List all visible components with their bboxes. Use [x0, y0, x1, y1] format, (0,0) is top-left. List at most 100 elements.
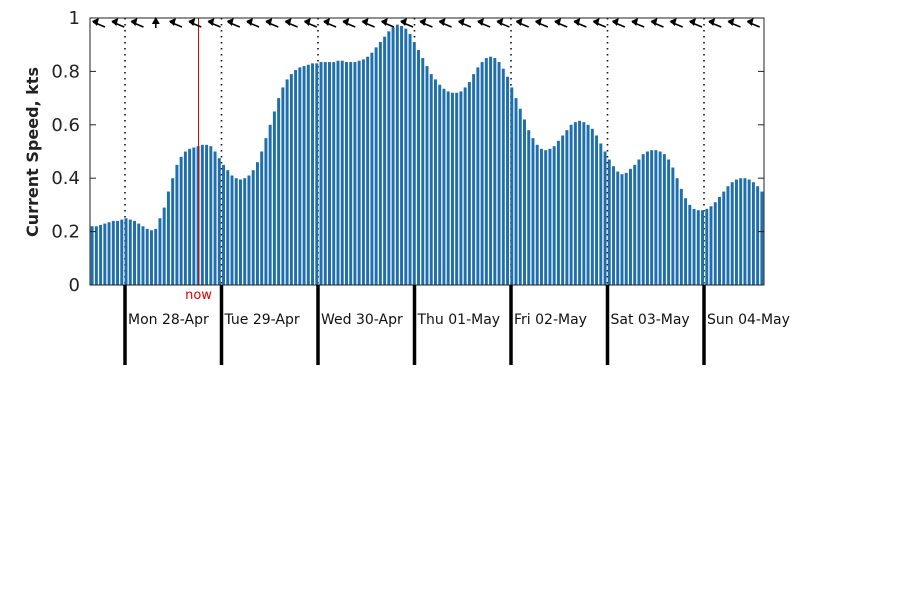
direction-arrow [554, 18, 568, 28]
speed-bar [412, 42, 416, 285]
day-label: Tue 29-Apr [224, 312, 300, 328]
now-label: now [185, 288, 212, 303]
direction-arrow [457, 18, 472, 28]
speed-bar [268, 124, 272, 285]
y-axis-title: Current Speed, kts [23, 67, 42, 237]
speed-bar [311, 63, 315, 285]
direction-arrow [496, 18, 510, 28]
speed-bar [200, 144, 204, 285]
speed-bar [192, 147, 196, 285]
speed-bar [641, 154, 645, 285]
direction-arrow [669, 18, 683, 28]
direction-arrow [361, 18, 375, 28]
speed-bar [612, 166, 615, 285]
speed-bar [569, 124, 573, 285]
direction-arrow [419, 18, 433, 28]
speed-bar [552, 146, 556, 285]
speed-bar [607, 159, 611, 285]
speed-bar [633, 164, 637, 285]
speed-bar [328, 62, 331, 286]
speed-bar [645, 151, 649, 285]
direction-arrows [92, 17, 760, 28]
speed-bar [539, 148, 543, 285]
speed-bar [705, 208, 709, 285]
speed-bar [650, 150, 654, 285]
direction-arrow [303, 18, 318, 28]
direction-arrow [151, 17, 160, 28]
direction-arrow [534, 18, 549, 28]
speed-bar [582, 122, 586, 285]
speed-bar [230, 175, 234, 285]
speed-bar [357, 60, 361, 285]
speed-bar [361, 59, 365, 285]
speed-bar [133, 220, 136, 285]
speed-bar [510, 87, 514, 285]
speed-bar [743, 178, 747, 285]
direction-arrow [92, 18, 106, 28]
speed-bar [366, 56, 370, 285]
speed-bar [595, 135, 599, 285]
speed-bar [217, 158, 221, 285]
y-tick-label: 0.8 [51, 61, 80, 82]
speed-bar [285, 79, 289, 285]
direction-arrow [226, 18, 241, 28]
speed-bar [251, 170, 255, 285]
speed-bar [484, 58, 488, 285]
speed-bar [527, 130, 531, 285]
speed-bar [726, 186, 730, 285]
day-label: Sun 04-May [707, 312, 790, 328]
speed-bar [472, 74, 476, 285]
speed-bar [535, 144, 539, 285]
speed-bar [209, 146, 213, 285]
direction-arrow [631, 18, 645, 28]
speed-bar [433, 79, 437, 285]
speed-bar [531, 138, 535, 285]
speed-bar [620, 174, 624, 285]
speed-bar [387, 31, 391, 285]
speed-bar [302, 66, 306, 285]
speed-bar [103, 223, 107, 285]
direction-arrow [284, 18, 298, 28]
speed-bar [344, 62, 348, 286]
speed-bar [340, 60, 344, 285]
speed-bar [493, 58, 497, 285]
speed-bar [760, 191, 764, 285]
day-label: Sat 03-May [611, 312, 690, 328]
speed-bar [573, 122, 577, 285]
speed-bar [391, 27, 395, 285]
speed-bar [514, 98, 518, 285]
day-axis: Mon 28-Apr Tue 29-Apr Wed 30-Apr Thu 01-May… [123, 285, 790, 365]
speed-bar [188, 148, 192, 285]
speed-bar [501, 68, 505, 285]
speed-bar [107, 222, 111, 285]
speed-bar [90, 226, 94, 285]
direction-arrow [477, 18, 491, 28]
speed-bar [671, 167, 675, 285]
speed-bar [145, 228, 149, 285]
speed-bar [506, 76, 510, 286]
speed-bar [747, 179, 751, 285]
y-axis: 0 0.2 0.4 0.6 0.8 1 [51, 8, 764, 296]
speed-bar [489, 56, 493, 285]
speed-bar [734, 179, 738, 285]
speed-bar [548, 148, 552, 285]
speed-bar [709, 206, 713, 285]
speed-bar [476, 67, 480, 286]
speed-bar [446, 91, 450, 286]
direction-arrow [130, 18, 144, 28]
speed-bar [616, 171, 620, 285]
y-tick-label: 1 [69, 8, 80, 29]
speed-bar [222, 164, 226, 285]
speed-bar [374, 47, 378, 286]
direction-arrow [611, 18, 626, 28]
speed-bar [111, 220, 115, 285]
speed-bar [561, 135, 565, 285]
speed-bar [260, 151, 264, 285]
direction-arrow [515, 18, 529, 28]
speed-bar [713, 202, 717, 285]
day-label: Fri 02-May [514, 312, 587, 328]
speed-bar [603, 151, 607, 285]
speed-bar [497, 62, 501, 286]
speed-bar [319, 62, 323, 286]
speed-bar [679, 188, 683, 285]
